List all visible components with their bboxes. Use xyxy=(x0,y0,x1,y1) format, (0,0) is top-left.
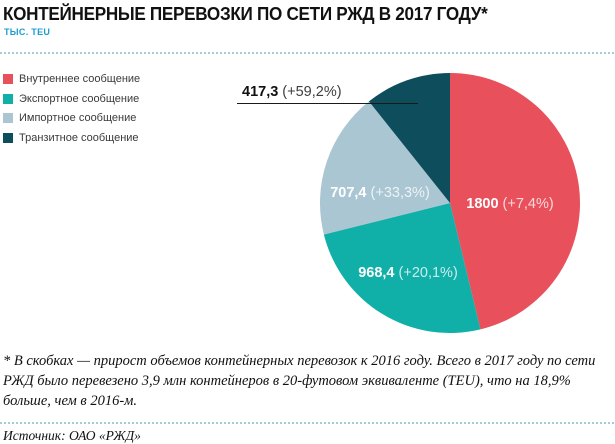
legend-label: Внутреннее сообщение xyxy=(19,73,141,85)
slice-value-label: 1800 (+7,4%) xyxy=(466,196,553,212)
footnote-line: больше, чем в 2016-м. xyxy=(3,393,138,409)
legend-label: Экспортное сообщение xyxy=(19,92,140,105)
legend-swatch-import xyxy=(3,113,13,123)
pie-slice-2 xyxy=(323,203,481,333)
page-title: КОНТЕЙНЕРНЫЕ ПЕРЕВОЗКИ ПО СЕТИ РЖД В 201… xyxy=(3,4,488,24)
legend-label: Импортное сообщение xyxy=(19,112,137,124)
bottom-divider xyxy=(0,422,615,424)
pie-slice-4 xyxy=(368,73,450,203)
units-subtitle: ТЫС. TEU xyxy=(4,27,51,37)
transit-growth: (+59,2%) xyxy=(282,84,342,100)
legend-swatch-domestic xyxy=(3,74,13,84)
legend-swatch-transit xyxy=(3,132,13,143)
legend-item-import: Импортное сообщение xyxy=(3,112,140,124)
slice-value-label: 707,4 (+33,3%) xyxy=(330,185,430,201)
transit-callout-line xyxy=(237,103,418,104)
transit-callout-label: 417,3 (+59,2%) xyxy=(242,84,342,100)
footnote-line: РЖД было перевезено 3,9 млн контейнеров … xyxy=(3,373,571,389)
legend-swatch-export xyxy=(3,93,13,104)
legend-label: Транзитное сообщение xyxy=(19,131,139,144)
top-divider xyxy=(0,52,615,54)
transit-value: 417,3 xyxy=(242,84,279,100)
footnote-line: * В скобках — прирост объемов контейнерн… xyxy=(3,353,596,369)
legend-item-transit: Транзитное сообщение xyxy=(3,131,140,144)
chart-legend: Внутреннее сообщение Экспортное сообщени… xyxy=(3,73,141,152)
pie-svg: 1800 (+7,4%) 968,4 (+20,1%) 707,4 (+33,3%) xyxy=(319,73,580,333)
legend-item-export: Экспортное сообщение xyxy=(3,92,140,105)
source-credit: Источник: ОАО «РЖД» xyxy=(3,428,141,443)
footnote: * В скобках — прирост объемов контейнерн… xyxy=(3,351,609,411)
legend-item-domestic: Внутреннее сообщение xyxy=(3,73,141,85)
pie-slice-1 xyxy=(450,73,580,330)
slice-value-label: 968,4 (+20,1%) xyxy=(358,265,458,281)
pie-chart: 1800 (+7,4%) 968,4 (+20,1%) 707,4 (+33,3%) xyxy=(319,73,580,333)
pie-slice-3 xyxy=(319,101,450,235)
